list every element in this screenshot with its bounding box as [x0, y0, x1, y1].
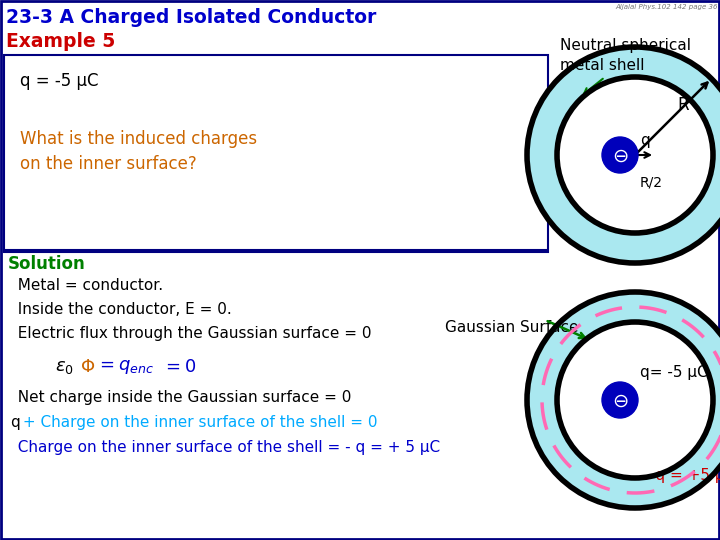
Text: What is the induced charges: What is the induced charges — [20, 130, 257, 148]
Circle shape — [527, 292, 720, 508]
Text: Metal = conductor.: Metal = conductor. — [8, 278, 163, 293]
Circle shape — [602, 382, 638, 418]
Text: $= \mathit{q}_{enc}$: $= \mathit{q}_{enc}$ — [96, 358, 154, 376]
Circle shape — [557, 77, 713, 233]
Text: Charge on the inner surface of the shell = - q = + 5 μC: Charge on the inner surface of the shell… — [8, 440, 440, 455]
Text: $= 0$: $= 0$ — [162, 358, 196, 376]
Text: Net charge inside the Gaussian surface = 0: Net charge inside the Gaussian surface =… — [8, 390, 351, 405]
Text: Aljalal Phys.102 142 page 36: Aljalal Phys.102 142 page 36 — [616, 4, 718, 10]
Text: 23-3 A Charged Isolated Conductor: 23-3 A Charged Isolated Conductor — [6, 8, 377, 27]
Text: $\ominus$: $\ominus$ — [612, 146, 629, 165]
Text: Inside the conductor, E = 0.: Inside the conductor, E = 0. — [8, 302, 232, 317]
Text: + Charge on the inner surface of the shell = 0: + Charge on the inner surface of the she… — [18, 415, 377, 430]
Circle shape — [557, 322, 713, 478]
Text: on the inner surface?: on the inner surface? — [20, 155, 197, 173]
Text: q: q — [640, 133, 649, 148]
Text: $\Phi$: $\Phi$ — [80, 358, 95, 376]
Text: Solution: Solution — [8, 255, 86, 273]
Circle shape — [527, 47, 720, 263]
Text: q: q — [10, 415, 19, 430]
Text: q= -5 μC: q= -5 μC — [640, 365, 708, 380]
Text: Example 5: Example 5 — [6, 32, 115, 51]
Text: Gaussian Surface: Gaussian Surface — [445, 320, 578, 335]
Text: R: R — [677, 96, 688, 114]
Text: $\ominus$: $\ominus$ — [612, 392, 629, 410]
Text: $\varepsilon_0$: $\varepsilon_0$ — [55, 358, 74, 376]
Text: metal shell: metal shell — [560, 58, 644, 73]
Circle shape — [602, 137, 638, 173]
Bar — [4, 55, 548, 250]
Text: q = -5 μC: q = -5 μC — [20, 72, 99, 90]
Text: - q = +5 μC: - q = +5 μC — [645, 468, 720, 483]
Text: R/2: R/2 — [640, 175, 663, 189]
Text: Neutral spherical: Neutral spherical — [560, 38, 691, 53]
Text: Electric flux through the Gaussian surface = 0: Electric flux through the Gaussian surfa… — [8, 326, 372, 341]
